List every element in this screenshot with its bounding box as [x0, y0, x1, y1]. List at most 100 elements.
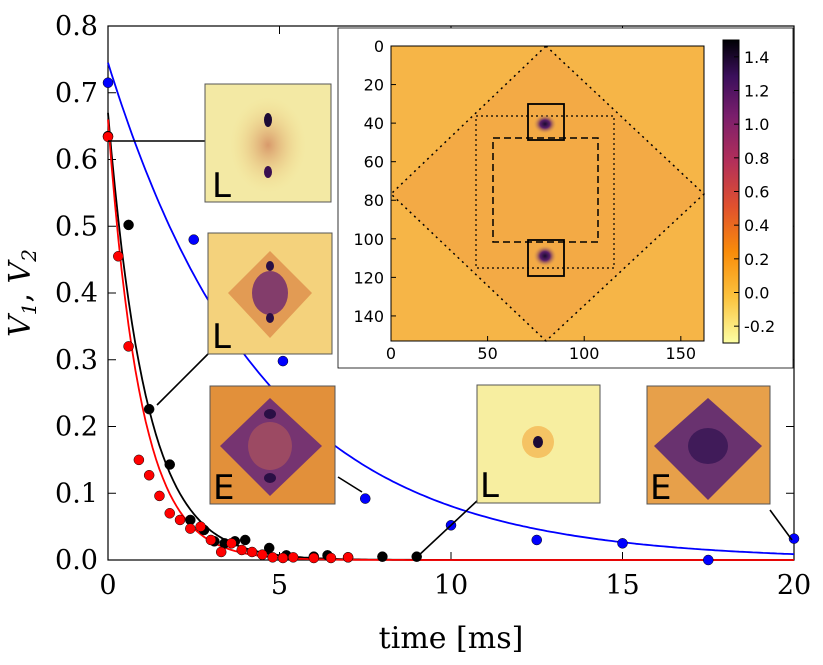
- inset-x-tick-label: 150: [666, 344, 697, 363]
- thumbnail-5-tag: E: [650, 468, 671, 508]
- data-point-black: [263, 542, 275, 554]
- data-point-red: [195, 521, 206, 532]
- y-label-sub-1: 1: [17, 303, 41, 316]
- data-point-black: [239, 534, 251, 546]
- data-point-red: [205, 534, 217, 546]
- data-point-red: [267, 552, 278, 563]
- y-tick-label: 0.2: [55, 412, 98, 443]
- data-point-blue: [188, 234, 199, 245]
- x-tick-label: 0: [99, 570, 116, 601]
- colorbar-tick-label: 0.4: [744, 216, 769, 235]
- x-tick-label: 15: [605, 570, 639, 601]
- data-point-black: [123, 219, 134, 231]
- data-point-red: [185, 523, 196, 534]
- inset-box-bottom: [527, 239, 565, 277]
- data-point-red: [257, 549, 268, 560]
- y-label-main-1: V: [3, 312, 38, 337]
- thumbnail-3: E: [209, 385, 336, 508]
- y-tick-label: 0.3: [55, 345, 98, 376]
- thumbnail-5: E: [646, 385, 771, 508]
- data-point-red: [102, 131, 114, 143]
- inset-panel: 0 50 100 150 0 20 40 60 80 100 120 140 1.4 1.2 1.0 0.8…: [337, 27, 794, 369]
- data-point-red: [154, 490, 165, 502]
- data-point-black: [143, 403, 155, 415]
- data-point-red: [287, 552, 299, 563]
- y-label-sub-2: 2: [17, 249, 41, 263]
- data-point-red: [174, 514, 186, 526]
- connector-line-4: [416, 499, 479, 558]
- axis-ticks: 0 5 10 15 20 0.0 0.1 0.2 0.3 0.4 0.5 0.6 0.7 0.8: [55, 11, 811, 601]
- inset-diamond-outline: [389, 44, 706, 343]
- svg-text:V1, V2: V1, V2: [3, 249, 41, 337]
- x-axis-label: time [ms]: [379, 621, 524, 656]
- data-point-blue: [788, 533, 800, 544]
- data-point-blue: [703, 554, 714, 566]
- data-point-blue: [102, 77, 114, 88]
- thumbnail-1-tag: L: [212, 166, 231, 206]
- thumbnail-4: L: [476, 384, 601, 506]
- inset-spot-bottom: [533, 245, 557, 267]
- data-point-black: [377, 551, 388, 562]
- inset-y-tick-label: 140: [353, 307, 384, 326]
- data-point-red: [246, 546, 258, 558]
- connector-lines: [108, 140, 793, 558]
- data-point-black: [164, 459, 175, 470]
- inset-spot-top: [533, 114, 557, 134]
- inset-x-tick-label: 100: [569, 344, 600, 363]
- inset-x-tick-label: 50: [477, 344, 497, 363]
- colorbar-tick-label: 1.2: [744, 82, 769, 101]
- y-tick-label: 0.6: [55, 145, 98, 176]
- data-point-red: [164, 508, 175, 519]
- data-point-red: [342, 552, 354, 563]
- data-point-blue: [360, 493, 371, 504]
- connector-line-2: [156, 351, 211, 406]
- data-point-red: [226, 538, 237, 549]
- colorbar-tick-label: 0.6: [744, 183, 769, 202]
- data-point-red: [123, 341, 134, 352]
- colorbar-ticks: 1.4 1.2 1.0 0.8 0.6 0.4 0.2 0.0 -0.2: [734, 48, 775, 336]
- data-point-red: [215, 546, 227, 558]
- inset-y-tick-label: 100: [353, 230, 384, 249]
- thumbnail-2: L: [207, 232, 333, 357]
- data-point-blue: [531, 534, 542, 546]
- colorbar-tick-label: 0.8: [744, 149, 769, 168]
- data-point-red: [236, 544, 248, 556]
- y-axis-label: V1, V2: [3, 249, 41, 337]
- thumbnail-2-tag: L: [212, 317, 231, 357]
- data-point-red: [325, 552, 337, 564]
- colorbar-tick-label: -0.2: [744, 317, 775, 336]
- data-point-red: [308, 552, 320, 564]
- inset-y-tick-label: 60: [364, 153, 384, 172]
- x-tick-label: 5: [271, 570, 288, 601]
- inset-y-tick-label: 40: [364, 114, 384, 133]
- inset-x-tick-label: 0: [386, 344, 396, 363]
- data-point-blue: [617, 538, 628, 549]
- y-tick-label: 0.7: [55, 78, 98, 109]
- x-tick-label: 20: [777, 570, 811, 601]
- data-point-red: [277, 552, 289, 564]
- inset-box-top: [527, 103, 565, 141]
- y-tick-label: 0.4: [55, 278, 98, 309]
- data-points: [102, 77, 800, 566]
- colorbar-tick-label: 1.4: [744, 48, 769, 67]
- data-point-red: [133, 454, 145, 466]
- inset-dashed-box: [492, 137, 599, 243]
- inset-ticks: 0 50 100 150 0 20 40 60 80 100 120 140: [353, 37, 696, 363]
- connector-line-3: [337, 476, 363, 493]
- colorbar-tick-label: 0.2: [744, 250, 769, 269]
- inset-y-tick-label: 0: [374, 37, 384, 56]
- y-tick-label: 0.5: [55, 211, 98, 242]
- y-tick-label: 0.1: [55, 478, 98, 509]
- x-tick-label: 10: [434, 570, 468, 601]
- y-tick-label: 0.0: [55, 545, 98, 576]
- colorbar-tick-label: 0.0: [744, 284, 769, 303]
- y-tick-label: 0.8: [55, 11, 98, 42]
- y-label-main-2: V: [3, 258, 38, 283]
- colorbar-tick-label: 1.0: [744, 115, 769, 134]
- thumbnail-3-tag: E: [213, 468, 234, 508]
- data-point-blue: [277, 355, 289, 367]
- y-label-sep: ,: [3, 283, 38, 302]
- data-point-red: [143, 469, 155, 481]
- data-point-red: [113, 251, 124, 262]
